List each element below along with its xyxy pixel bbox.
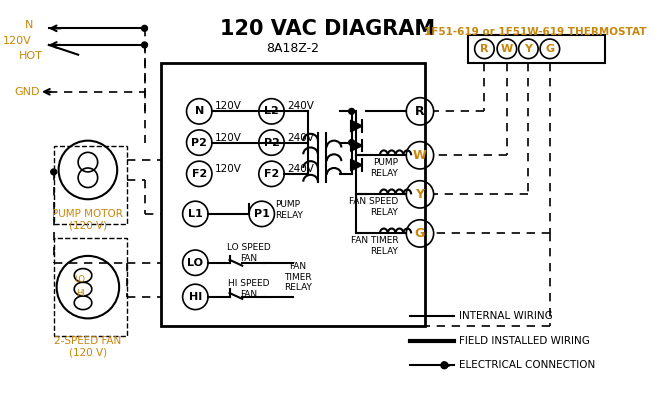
Text: 1F51-619 or 1F51W-619 THERMOSTAT: 1F51-619 or 1F51W-619 THERMOSTAT — [424, 27, 647, 37]
Text: 240V: 240V — [287, 164, 314, 174]
Bar — [468, 35, 604, 62]
Text: FAN TIMER
RELAY: FAN TIMER RELAY — [351, 236, 399, 256]
Text: R: R — [480, 44, 488, 54]
Text: 120V: 120V — [215, 164, 242, 174]
Text: R: R — [415, 105, 425, 118]
Text: 120V: 120V — [215, 101, 242, 111]
Text: 8A18Z-2: 8A18Z-2 — [267, 42, 320, 55]
Circle shape — [348, 109, 354, 114]
Text: GND: GND — [15, 87, 40, 97]
Circle shape — [51, 169, 57, 175]
Polygon shape — [350, 120, 362, 132]
Text: P2: P2 — [192, 137, 207, 147]
Text: 240V: 240V — [287, 133, 314, 143]
Circle shape — [141, 42, 147, 48]
Bar — [54, 238, 127, 336]
Circle shape — [141, 26, 147, 31]
Text: W: W — [413, 149, 427, 162]
Bar — [54, 145, 127, 224]
Polygon shape — [350, 140, 362, 151]
Text: 120V: 120V — [215, 133, 242, 143]
Text: N: N — [194, 106, 204, 116]
Text: FIELD INSTALLED WIRING: FIELD INSTALLED WIRING — [459, 336, 590, 346]
Text: LO SPEED
FAN: LO SPEED FAN — [227, 243, 271, 263]
Bar — [161, 62, 425, 326]
Text: Y: Y — [525, 44, 533, 54]
Text: 2-SPEED FAN
(120 V): 2-SPEED FAN (120 V) — [54, 336, 121, 357]
Polygon shape — [350, 159, 362, 171]
Text: LO: LO — [74, 275, 86, 284]
Text: PUMP MOTOR
(120 V): PUMP MOTOR (120 V) — [52, 209, 123, 230]
Text: 120 VAC DIAGRAM: 120 VAC DIAGRAM — [220, 18, 435, 39]
Text: LO: LO — [188, 258, 203, 268]
Text: 240V: 240V — [287, 101, 314, 111]
Text: L2: L2 — [264, 106, 279, 116]
Text: PUMP
RELAY: PUMP RELAY — [371, 158, 399, 178]
Text: G: G — [415, 227, 425, 240]
Text: FAN
TIMER
RELAY: FAN TIMER RELAY — [284, 262, 312, 292]
Text: L1: L1 — [188, 209, 203, 219]
Text: F2: F2 — [192, 169, 207, 179]
Text: G: G — [545, 44, 554, 54]
Text: N: N — [25, 21, 34, 31]
Text: P2: P2 — [263, 137, 279, 147]
Text: FAN SPEED
RELAY: FAN SPEED RELAY — [349, 197, 399, 217]
Text: HI: HI — [76, 289, 84, 297]
Text: INTERNAL WIRING: INTERNAL WIRING — [459, 311, 553, 321]
Text: PUMP
RELAY: PUMP RELAY — [275, 200, 304, 220]
Text: HI SPEED
FAN: HI SPEED FAN — [228, 279, 270, 299]
Circle shape — [348, 140, 354, 145]
Text: HOT: HOT — [19, 51, 43, 61]
Text: HI: HI — [189, 292, 202, 302]
Text: F2: F2 — [264, 169, 279, 179]
Circle shape — [441, 362, 448, 369]
Text: 120V: 120V — [3, 36, 32, 46]
Text: W: W — [500, 44, 513, 54]
Text: P1: P1 — [254, 209, 270, 219]
Text: Y: Y — [415, 188, 425, 201]
Text: ELECTRICAL CONNECTION: ELECTRICAL CONNECTION — [459, 360, 595, 370]
